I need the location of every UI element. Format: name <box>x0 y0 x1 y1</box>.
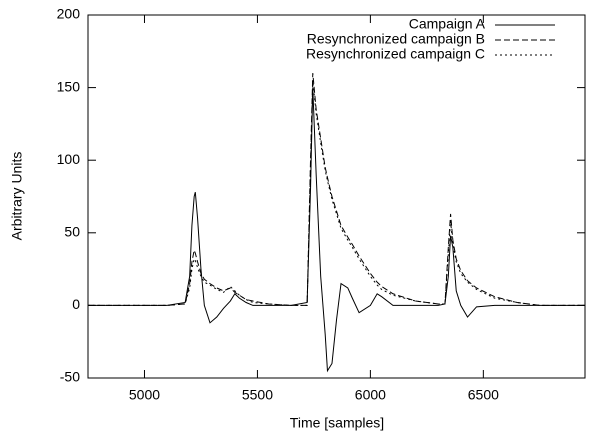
x-tick-label: 6500 <box>468 387 499 403</box>
x-tick-label: 5000 <box>129 387 160 403</box>
series-line <box>88 73 585 306</box>
x-tick-label: 6000 <box>355 387 386 403</box>
y-tick-label: 100 <box>57 151 81 167</box>
legend-label: Campaign A <box>409 16 486 32</box>
x-tick-label: 5500 <box>242 387 273 403</box>
legend-label: Resynchronized campaign C <box>306 46 485 62</box>
series-line <box>88 80 585 306</box>
y-tick-label: 150 <box>57 78 81 94</box>
y-tick-label: 0 <box>72 296 80 312</box>
y-tick-label: 50 <box>64 224 80 240</box>
y-axis-label: Arbitrary Units <box>9 152 25 241</box>
x-axis-label: Time [samples] <box>290 415 384 431</box>
plot-border <box>87 14 586 379</box>
y-tick-label: 200 <box>57 6 81 22</box>
series-line <box>88 87 585 373</box>
y-tick-label: -50 <box>60 369 80 385</box>
legend-label: Resynchronized campaign B <box>307 31 485 47</box>
